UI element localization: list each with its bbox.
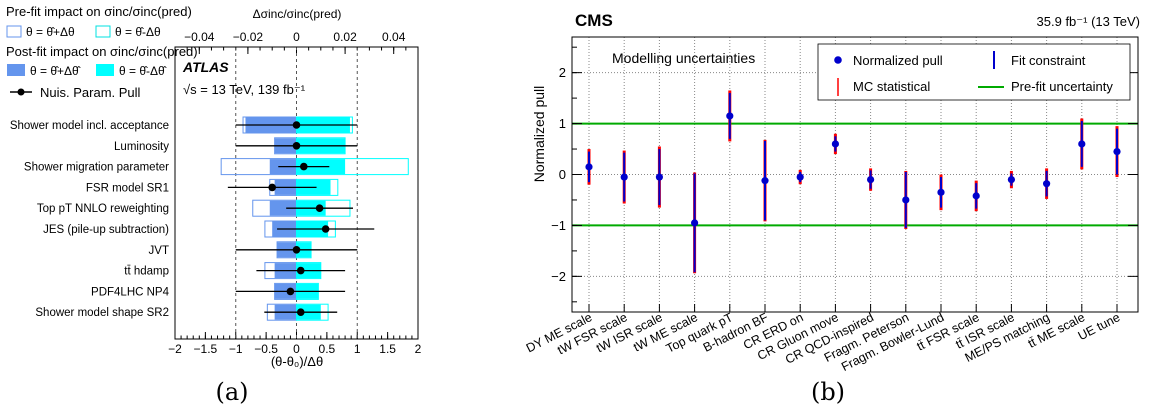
bottom-tick-label: 1.5 [379,342,396,356]
pull-marker [296,266,305,275]
normalized-pull-marker [937,188,945,196]
pull-marker [321,225,330,233]
cms-pull-panel: CMS 35.9 fb⁻¹ (13 TeV) Normalized pull −… [524,11,1140,406]
pull-marker [292,246,301,254]
prefit-band [572,122,1138,227]
normalized-pull-marker [867,175,875,184]
y-tick-label: 2 [559,65,566,80]
bottom-tick-label: 0.5 [319,342,336,356]
bottom-axis-title: (θ-θ₀)/Δθ [271,354,323,369]
bottom-tick-label: 0 [293,342,300,356]
y-axis-title: Normalized pull [531,86,547,182]
bottom-tick-label: 2 [415,342,422,356]
top-tick-label: −0.04 [184,30,215,44]
nuisance-label: Shower model shape SR2 [35,307,169,319]
normalized-pull-marker [902,196,910,204]
normalized-pull-marker [620,173,628,181]
atlas-label: ATLAS [182,59,229,75]
legend-prefit-title: Pre-fit impact on σinc/σinc(pred) [6,4,192,19]
legend-prefit-plus-label: θ = θ̂+Δθ [26,25,75,39]
nuisance-labels: Shower model incl. acceptance Luminosity S… [10,120,170,319]
pull-marker [296,308,305,317]
legend-prefit-uncertainty: Pre-fit uncertainty [1011,79,1113,94]
pull-points [585,90,1121,312]
normalized-pull-marker [796,173,804,181]
cms-plot-frame [571,36,1139,313]
legend-prefit-plus-swatch [6,25,22,38]
legend-postfit-minus-swatch [96,64,114,76]
normalized-pull-marker [1078,140,1086,148]
top-axis-ticks: −0.04 −0.02 0 0.02 0.04 [174,30,419,54]
top-tick-label: −0.02 [233,30,264,44]
annotation-label: Modelling uncertainties [612,50,755,66]
normalized-pull-marker [972,192,980,200]
bottom-tick-label: −2 [168,342,182,356]
nuisance-label: JES (pile-up subtraction) [43,224,169,236]
top-axis-title: Δσinc/σinc(pred) [253,7,342,21]
bottom-tick-label: −1.5 [194,342,218,356]
pull-marker [292,142,301,150]
normalized-pull-marker [1113,147,1121,156]
legend-postfit-minus-label: θ = θ̂-Δθ̂ [119,64,167,78]
atlas-energy-label: √s = 13 TeV, 139 fb⁻¹ [183,82,306,97]
nuisance-label: Luminosity [114,141,169,153]
pull-marker [286,287,295,296]
nuisance-label: Top pT NNLO reweighting [37,203,169,215]
y-axis-ticks: −2 −1 0 1 2 [551,46,1138,303]
normalized-pull-marker [655,173,664,181]
legend-fit-constraint: Fit constraint [1011,53,1086,68]
top-tick-label: 0 [293,30,300,44]
y-tick-label: 1 [559,116,566,131]
nuisance-label: JVT [149,245,169,257]
panel-b-label: (b) [811,378,845,406]
y-tick-label: −1 [551,218,566,233]
cms-legend [817,43,1131,101]
nuisance-label: Shower migration parameter [24,162,169,174]
pull-markers [227,121,375,317]
legend-prefit-minus-label: θ = θ̂-Δθ [115,25,161,39]
nuisance-label: tt̄ hdamp [124,265,169,277]
cms-lumi-label: 35.9 fb⁻¹ (13 TeV) [1037,14,1140,29]
postfit-plus-bar [269,200,297,216]
nuisance-label: Shower model incl. acceptance [10,120,169,132]
legend-pull-marker [17,88,25,96]
normalized-pull-marker [831,140,840,148]
cms-label: CMS [575,11,613,30]
normalized-pull-marker [761,177,769,185]
atlas-plot-frame [174,46,419,340]
normalized-pull-marker [585,163,593,171]
bottom-tick-label: −1 [229,342,243,356]
pull-marker [292,121,301,129]
nuisance-label: PDF4LHC NP4 [91,286,170,298]
nuisance-label: FSR model SR1 [86,182,169,194]
legend-prefit-minus-swatch [95,25,111,38]
atlas-ranking-panel: Pre-fit impact on σinc/σinc(pred) θ = θ̂… [6,4,422,406]
legend-normalized-pull-marker [834,56,842,64]
impact-bars [220,116,409,321]
pull-marker [315,204,324,212]
legend-postfit-title: Post-fit impact on σinc/σinc(pred) [6,44,198,59]
legend-normalized-pull: Normalized pull [853,53,943,68]
y-tick-label: −2 [551,269,566,284]
legend-postfit-plus-swatch [7,64,25,76]
normalized-pull-marker [1007,175,1016,184]
normalized-pull-marker [1043,180,1051,188]
bottom-tick-label: −0.5 [254,342,278,356]
pull-marker [268,183,277,192]
bottom-axis-ticks: −2 −1.5 −1 −0.5 0 0.5 1 1.5 2 [168,332,422,356]
pull-marker [299,162,308,171]
legend-postfit-plus-label: θ = θ̂+Δθ̂ [30,64,81,78]
bottom-tick-label: 1 [354,342,361,356]
normalized-pull-marker [726,112,734,120]
panel-a-label: (a) [215,378,248,406]
normalized-pull-marker [691,219,699,227]
legend-pull-label: Nuis. Param. Pull [40,85,141,100]
top-tick-label: 0.02 [333,30,357,44]
y-tick-label: 0 [559,167,566,182]
top-tick-label: 0.04 [382,30,406,44]
legend-mc-statistical: MC statistical [853,79,930,94]
